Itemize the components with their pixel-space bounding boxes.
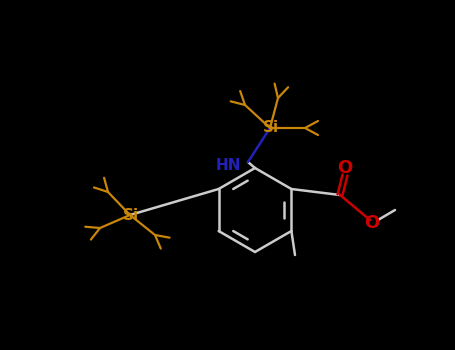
Text: Si: Si <box>123 209 139 224</box>
Text: Si: Si <box>263 120 279 135</box>
Text: O: O <box>337 159 353 177</box>
Text: HN: HN <box>215 159 241 174</box>
Text: O: O <box>364 214 379 232</box>
